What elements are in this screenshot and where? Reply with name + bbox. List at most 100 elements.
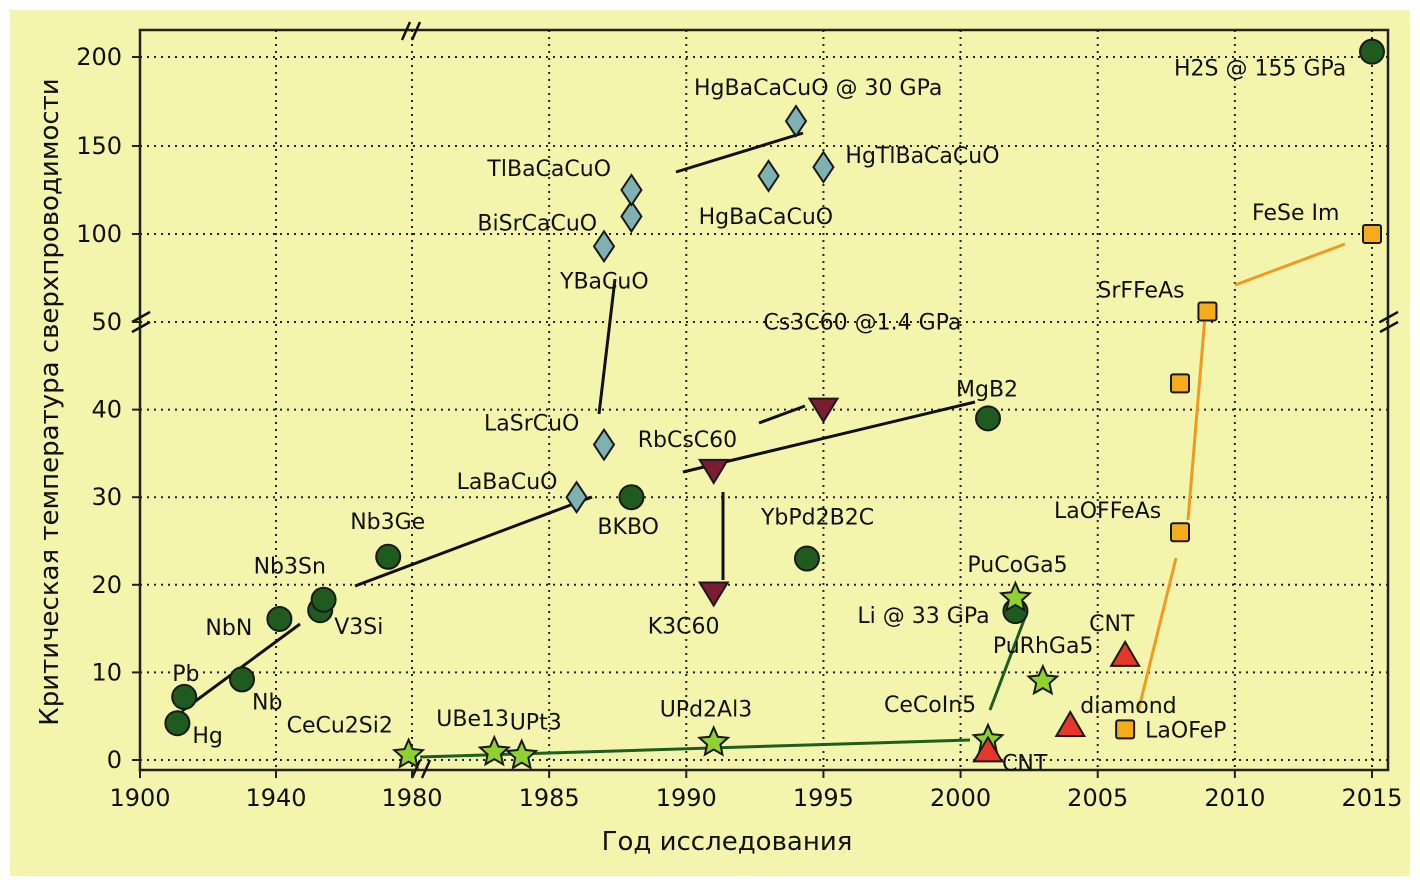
- cuprate-trend-line-1: [597, 278, 617, 415]
- star-marker-purhga5: [1026, 663, 1060, 696]
- point-label-cecu2si2: CeCu2Si2: [287, 714, 393, 739]
- y-tick-label: 40: [91, 396, 122, 424]
- point-label-upd2al3: UPd2Al3: [660, 697, 753, 722]
- point-label-ube13: UBe13: [436, 707, 509, 732]
- triangle-down-marker-rbcsc60: [697, 458, 730, 485]
- y-tick-label: 0: [107, 746, 122, 774]
- conventional-trend-line-2: [354, 495, 593, 588]
- diamond-marker-hgbacacuo: [757, 159, 780, 193]
- point-label-pucoga5: PuCoGa5: [967, 553, 1067, 578]
- point-label-nb3sn: Nb3Sn: [254, 555, 326, 580]
- point-label-labacuo: LaBaCuO: [457, 470, 558, 495]
- triangle-up-marker-diamond: [1054, 709, 1087, 737]
- point-label-hgbacacuo: HgBaCaCuO: [699, 205, 834, 230]
- square-marker-laoffeas: [1170, 522, 1190, 543]
- star-marker-upt3: [505, 738, 539, 770]
- axis-ticks: 1900 1940 1980 1985 1990 1995 2000 2005 2010 2015…: [76, 43, 1402, 812]
- point-label-hgtlbacacuo: HgTlBaCaCuO: [845, 144, 999, 169]
- circle-marker-nbn: [266, 605, 293, 632]
- circle-marker-hg: [164, 710, 191, 737]
- x-tick-label: 2000: [930, 784, 991, 812]
- data-markers: [164, 38, 1385, 770]
- point-label-upt3: UPt3: [510, 711, 562, 736]
- triangle-down-marker-k3c60: [697, 581, 730, 608]
- diamond-marker-lasrcuo: [592, 427, 616, 462]
- point-label-tlbacacuo: TlBaCaCuO: [486, 157, 611, 182]
- point-label-v3si: V3Si: [334, 615, 383, 640]
- circle-marker-nb: [229, 666, 255, 693]
- point-label-ybpd2b2c: YbPd2B2C: [760, 506, 874, 531]
- diamond-marker-labacuo: [565, 480, 588, 515]
- x-tick-label: 1985: [519, 784, 580, 812]
- iron-trend-line-2: [1186, 315, 1207, 521]
- y-tick-label: 10: [91, 658, 122, 686]
- point-label-srffeas: SrFFeAs: [1097, 278, 1184, 303]
- star-marker-ube13: [477, 734, 511, 767]
- triangle-up-marker-cnt: [1109, 639, 1141, 667]
- point-label-fese-im: FeSe Im: [1252, 201, 1339, 226]
- diamond-marker-bisrcacuo: [620, 199, 643, 234]
- x-tick-label: 1995: [793, 784, 854, 812]
- point-label-cnt: CNT: [1002, 751, 1048, 776]
- point-label-mgb2: MgB2: [956, 377, 1018, 402]
- x-tick-label: 1990: [656, 784, 717, 812]
- circle-marker-nb3ge: [375, 543, 402, 570]
- point-label-cnt: CNT: [1089, 612, 1135, 637]
- point-label-nbn: NbN: [205, 616, 252, 641]
- x-tick-label: 1940: [245, 784, 306, 812]
- conventional-trend-line-3: [682, 400, 976, 474]
- point-label-cs3c60-1-4-gpa: Cs3C60 @1.4 GPa: [763, 311, 961, 336]
- point-label-lasrcuo: LaSrCuO: [484, 412, 579, 437]
- diamond-marker-hgtlbacacuo: [812, 150, 835, 184]
- point-label-hg: Hg: [192, 724, 223, 749]
- fulleride-trend-line-2: [758, 404, 806, 425]
- star-marker-pucoga5: [998, 580, 1033, 613]
- heavy-fermion-trend-line-2: [988, 611, 1029, 711]
- x-tick-label: 2010: [1204, 784, 1265, 812]
- circle-marker-nb3sn: [310, 586, 337, 613]
- y-tick-label: 20: [91, 571, 122, 599]
- point-label-purhga5: PuRhGa5: [993, 634, 1094, 659]
- square-marker-point-2: [1170, 373, 1190, 394]
- diamond-marker-ybacuo: [592, 229, 616, 264]
- x-axis-title: Год исследования: [602, 827, 853, 857]
- axis-break-marks: [131, 21, 1399, 779]
- point-labels: Hg Pb Nb NbN V3Si Nb3Sn Nb3Ge BKBO YbPd2B2C MgB2 L…: [172, 57, 1346, 777]
- point-label-laofep: LaOFeP: [1145, 718, 1226, 743]
- circle-marker-bkbo: [618, 484, 645, 511]
- point-label-nb: Nb: [252, 690, 282, 715]
- x-tick-label: 2005: [1067, 784, 1128, 812]
- point-label-pb: Pb: [172, 662, 199, 687]
- cuprate-trend-line-2: [675, 131, 804, 174]
- square-marker-laofep: [1115, 719, 1136, 740]
- point-label-ybacuo: YBaCuO: [559, 269, 649, 294]
- y-axis-title: Критическая температура сверхпроводимост…: [35, 78, 65, 725]
- point-label-bkbo: BKBO: [597, 515, 659, 540]
- triangle-down-marker-cs3c60-1-4-gpa: [807, 397, 840, 424]
- circle-marker-h2s-155-gpa: [1359, 38, 1385, 65]
- square-marker-fese-im: [1362, 224, 1382, 244]
- point-label-k3c60: K3C60: [648, 615, 720, 640]
- y-tick-label: 50: [91, 308, 122, 336]
- point-label-hgbacacuo-30-gpa: HgBaCaCuO @ 30 GPa: [694, 76, 942, 101]
- y-tick-label: 100: [76, 220, 122, 248]
- x-tick-label: 1980: [381, 784, 442, 812]
- star-marker-upd2al3: [697, 725, 731, 757]
- point-label-nb3ge: Nb3Ge: [350, 510, 425, 535]
- x-tick-label: 2015: [1341, 784, 1402, 812]
- chart-background: [10, 10, 1410, 876]
- circle-marker-pb: [171, 683, 198, 710]
- star-marker-cecu2si2: [391, 737, 426, 769]
- y-tick-label: 150: [76, 132, 122, 160]
- point-label-h2s-155-gpa: H2S @ 155 GPa: [1174, 57, 1346, 82]
- diamond-marker-hgbacacuo-30-gpa: [784, 104, 808, 138]
- circle-marker-mgb2: [975, 405, 1001, 432]
- iron-trend-line-1: [1136, 557, 1178, 713]
- y-tick-label: 30: [91, 483, 122, 511]
- circle-marker-ybpd2b2c: [793, 545, 820, 572]
- point-label-li-33-gpa: Li @ 33 GPa: [857, 604, 989, 629]
- x-tick-label: 1900: [109, 784, 170, 812]
- point-label-diamond: diamond: [1080, 694, 1176, 719]
- plot-frame: [138, 28, 1390, 772]
